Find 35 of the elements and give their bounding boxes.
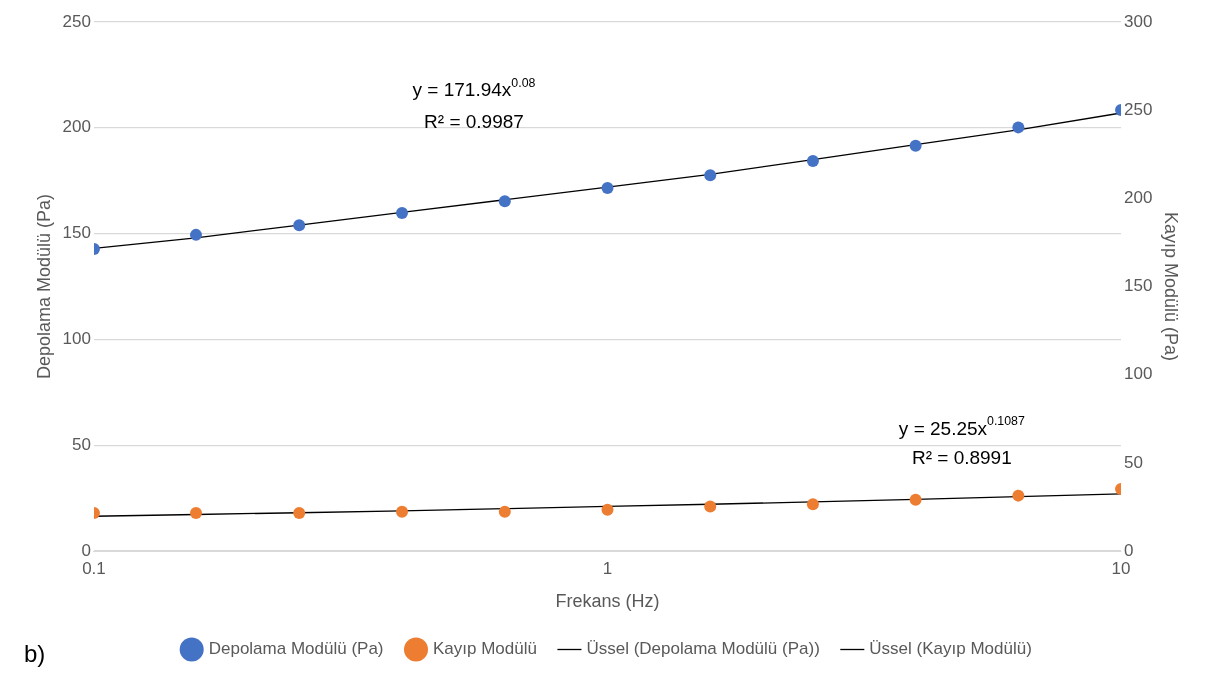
point [1012,121,1025,134]
y2-tick-label: 50 [1124,452,1143,472]
point [189,228,202,241]
y2-axis-title: Kayıp Modülü (Pa) [1161,211,1182,362]
y-tick-label: 100 [62,329,91,349]
x-tick-label: 0.1 [82,558,106,578]
y-tick-label: 200 [62,117,91,137]
y2-tick-label: 200 [1124,188,1153,208]
y2-tick-label: 250 [1124,99,1153,119]
annotation: R² = 0.9987 [424,110,524,132]
point [293,219,306,232]
point [601,182,614,195]
point [396,207,409,220]
y-tick-label: 0 [81,540,91,560]
point [909,139,922,152]
x-axis-title: Frekans (Hz) [555,591,660,612]
y-tick-label: 150 [62,223,91,243]
point [704,169,717,182]
x-tick-label: 10 [1111,558,1131,578]
point [806,155,819,168]
y2-tick-label: 150 [1124,276,1153,296]
y2-tick-label: 300 [1124,11,1153,31]
y-tick-label: 50 [72,434,91,454]
x-tick-label: 1 [602,558,613,578]
point [498,195,511,208]
y2-tick-label: 0 [1124,540,1134,560]
y-tick-label: 250 [62,11,91,31]
y2-tick-label: 100 [1124,364,1153,384]
annotation: R² = 0.8991 [911,446,1012,468]
legend-label: Kayıp Modülü [433,639,537,659]
text: b) [24,640,46,667]
legend-label: Üssel (Depolama Modülü (Pa)) [586,639,820,659]
y-axis-title: Depolama Modülü (Pa) [33,193,54,380]
legend-label: Depolama Modülü (Pa) [208,639,384,659]
legend-label: Üssel (Kayıp Modülü) [869,639,1032,659]
